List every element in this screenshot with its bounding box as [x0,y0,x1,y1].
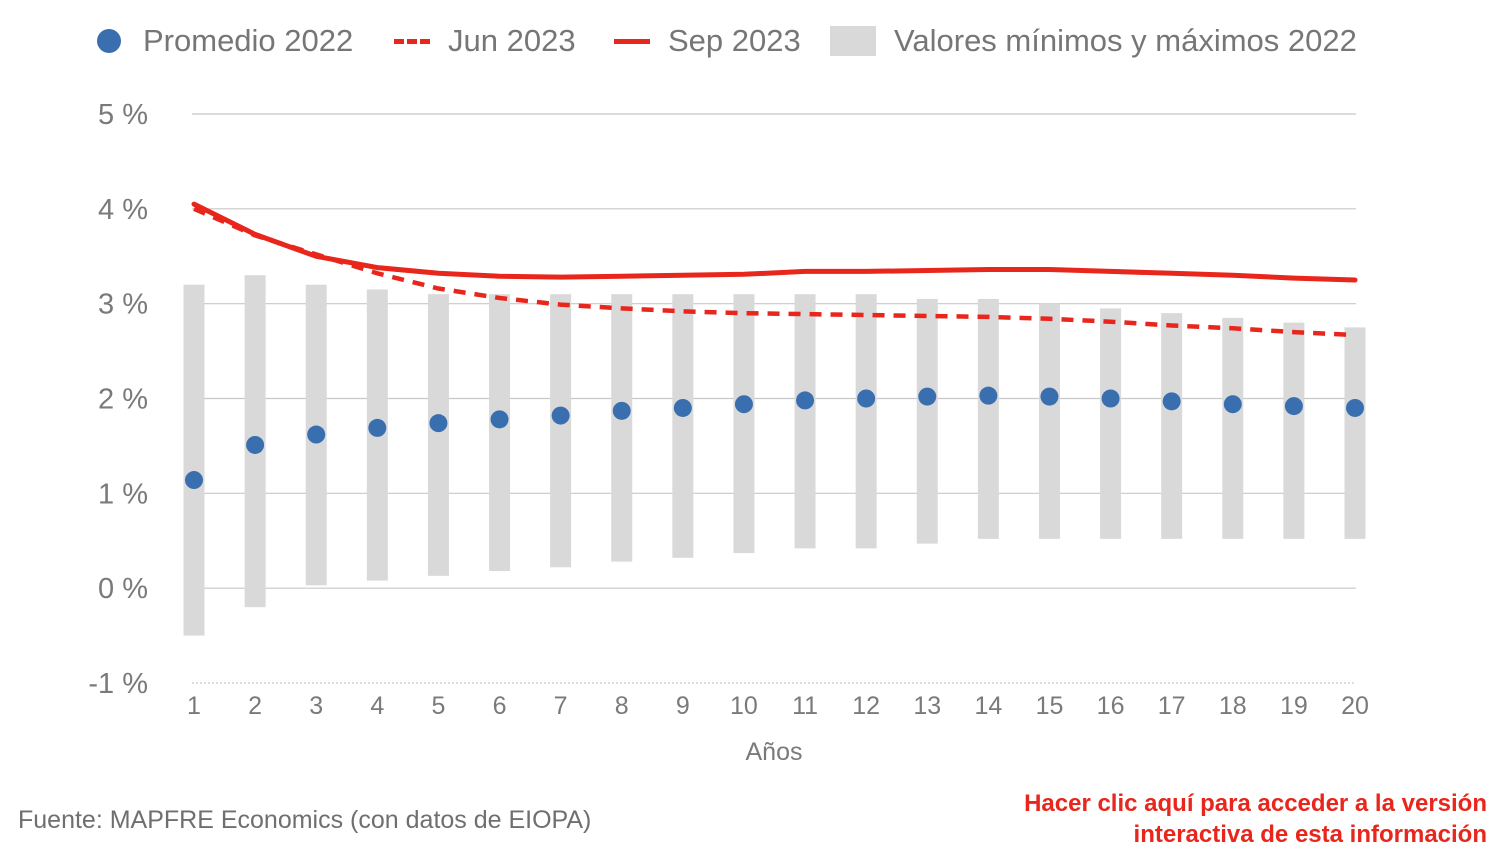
y-axis-tick-labels: 5 % 4 % 3 % 2 % 1 % 0 % -1 % [88,99,148,700]
average-2022-point [734,395,753,414]
sep-2023-line [191,201,1358,283]
min-max-range-bar [427,294,449,576]
series-lines [191,201,1358,338]
x-tick-label: 12 [852,692,880,720]
min-max-range-bar [1283,322,1305,539]
x-tick-label: 18 [1219,692,1247,720]
legend-item-sep-2023: Sep 2023 [614,18,801,64]
interactive-link-line-1[interactable]: Hacer clic aquí para acceder a la versió… [1024,790,1487,817]
x-tick-label: 15 [1036,692,1064,720]
min-max-range-bar [183,284,205,636]
x-tick-label: 10 [730,692,758,720]
average-2022-point [490,410,509,429]
x-tick-label: 9 [676,692,690,720]
min-max-range-bar [550,294,572,568]
interactive-link-line-2[interactable]: interactiva de esta información [1133,821,1487,848]
y-tick-label: 0 % [98,573,148,605]
x-axis-label: Años [746,738,803,766]
average-2022-point [1162,392,1181,411]
average-2022-point [1223,395,1242,414]
interactive-version-link[interactable]: Hacer clic aquí para acceder a la versió… [1024,788,1487,850]
legend-label-jun-2023: Jun 2023 [448,23,576,58]
legend-item-jun-2023: Jun 2023 [394,18,576,64]
min-max-range-bar [977,298,999,539]
y-tick-label: -1 % [88,668,148,700]
x-tick-label: 8 [615,692,629,720]
legend-solid-line-marker [614,38,650,44]
average-2022-point [1284,397,1303,416]
legend-dashed-line-marker [394,38,430,44]
x-tick-label: 17 [1158,692,1186,720]
x-tick-label: 5 [431,692,445,720]
x-tick-label: 13 [913,692,941,720]
average-2022-point [918,387,937,406]
average-2022-point [796,391,815,410]
x-tick-label: 11 [792,692,818,720]
y-tick-label: 5 % [98,99,148,131]
average-2022-point [185,471,203,490]
y-tick-label: 4 % [98,194,148,226]
average-2022-point [857,389,876,408]
min-max-range-bar [1161,313,1183,539]
average-2022-point [979,386,998,405]
y-tick-label: 3 % [98,289,148,321]
legend-dot-marker [97,29,121,53]
jun-2023-dashed-line [193,206,1356,338]
x-tick-label: 7 [554,692,568,720]
average-points [185,386,1364,490]
x-tick-label: 14 [974,692,1002,720]
legend-item-promedio-2022: Promedio 2022 [97,18,353,64]
x-tick-label: 2 [248,692,262,720]
range-bars [183,275,1366,636]
y-tick-label: 1 % [98,478,148,510]
min-max-range-bar [794,294,816,549]
average-2022-point [1101,389,1120,408]
legend-range-box-marker [830,26,876,56]
min-max-range-bar [1344,327,1366,539]
min-max-range-bar [489,294,511,572]
average-2022-point [307,425,326,444]
x-tick-label: 1 [187,692,201,720]
average-2022-point [429,414,448,433]
x-tick-label: 19 [1280,692,1308,720]
x-tick-label: 3 [309,692,323,720]
average-2022-point [1040,387,1059,406]
y-tick-label: 2 % [98,384,148,416]
average-2022-point [551,406,570,425]
min-max-range-bar [611,294,633,562]
legend-item-min-max-2022: Valores mínimos y máximos 2022 [830,18,1357,64]
average-2022-point [673,398,692,417]
x-tick-label: 4 [370,692,384,720]
average-2022-point [368,418,387,437]
x-tick-label: 16 [1097,692,1125,720]
legend-label-sep-2023: Sep 2023 [668,23,801,58]
x-axis-tick-labels: 1 2 3 4 5 6 7 8 9 10 11 12 13 14 15 16 17 18 19 20 [187,692,1369,720]
source-note: Fuente: MAPFRE Economics (con datos de E… [18,806,592,834]
min-max-range-bar [733,294,755,554]
min-max-range-bar [855,294,877,549]
x-tick-label: 6 [493,692,507,720]
legend-label-promedio-2022: Promedio 2022 [143,23,354,58]
average-2022-point [1346,398,1364,417]
average-2022-point [246,435,265,454]
min-max-range-bar [672,294,694,558]
min-max-range-bar [916,298,938,544]
x-tick-label: 20 [1341,692,1369,720]
average-2022-point [612,401,631,420]
min-max-range-bar [1100,308,1122,539]
legend-label-min-max-2022: Valores mínimos y máximos 2022 [894,23,1357,58]
min-max-range-bar [1038,303,1060,539]
min-max-range-bar [1222,317,1244,539]
